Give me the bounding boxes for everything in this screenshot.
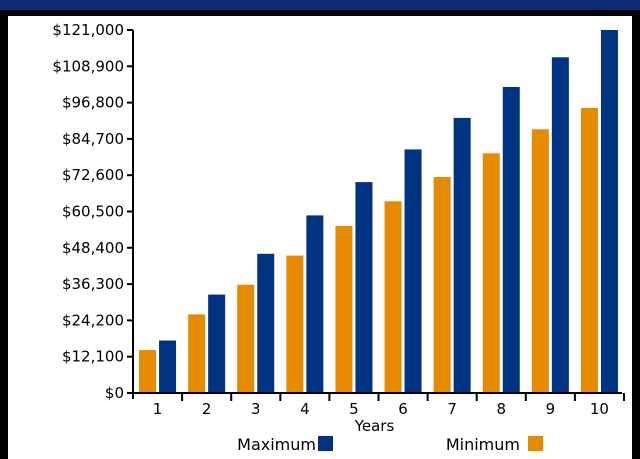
x-tick-label: 1 [153, 400, 163, 418]
y-tick-label: $121,000 [52, 21, 124, 39]
bar-chart: $0 $12,100 $24,200 $36,300 $48,400 $60,500 $72… [52, 21, 625, 454]
y-tick-label: $36,300 [62, 275, 124, 293]
legend-swatch-minimum [528, 436, 543, 451]
bar-minimum-year-4 [286, 255, 304, 393]
chart-title-bar [0, 0, 640, 10]
bar-minimum-year-10 [580, 108, 598, 393]
bar-minimum-year-7 [433, 177, 451, 393]
chart-panel: $0 $12,100 $24,200 $36,300 $48,400 $60,500 $72… [8, 16, 632, 459]
bar-minimum-year-6 [384, 201, 402, 393]
bar-minimum-year-5 [335, 225, 353, 393]
bar-minimum-year-8 [482, 153, 500, 393]
x-tick-label: 10 [590, 400, 609, 418]
x-tick-label: 4 [300, 400, 310, 418]
bar-maximum-year-3 [257, 253, 275, 393]
legend: Maximum Minimum [237, 435, 543, 454]
bar-minimum-year-9 [531, 129, 549, 394]
y-tick-label: $12,100 [62, 348, 124, 366]
bar-maximum-year-2 [208, 294, 226, 393]
x-tick-label: 6 [398, 400, 408, 418]
bar-maximum-year-6 [404, 149, 422, 393]
x-tick-label: 5 [349, 400, 359, 418]
x-axis-title: Years [354, 417, 395, 435]
legend-label-maximum: Maximum [237, 435, 316, 454]
y-tick-label: $108,900 [52, 57, 124, 75]
x-tick-label: 7 [447, 400, 457, 418]
y-tick-label: $84,700 [62, 130, 124, 148]
bar-maximum-year-4 [306, 215, 324, 393]
y-tick-label: $24,200 [62, 311, 124, 329]
bar-maximum-year-1 [159, 340, 177, 393]
bar-maximum-year-10 [600, 30, 618, 393]
y-tick-label: $0 [105, 384, 124, 402]
legend-label-minimum: Minimum [446, 435, 520, 454]
y-tick-label: $72,600 [62, 166, 124, 184]
bars-group [139, 30, 618, 394]
legend-swatch-maximum [318, 436, 333, 451]
y-tick-label: $48,400 [62, 239, 124, 257]
bar-maximum-year-8 [502, 87, 520, 393]
bar-maximum-year-7 [453, 117, 471, 394]
bar-maximum-year-9 [551, 57, 569, 394]
bar-minimum-year-2 [188, 314, 206, 393]
x-tick-label: 9 [546, 400, 556, 418]
y-tick-label: $60,500 [62, 203, 124, 221]
x-tick-label: 3 [251, 400, 261, 418]
y-tick-label: $96,800 [62, 94, 124, 112]
axes-group: $0 $12,100 $24,200 $36,300 $48,400 $60,500 $72… [52, 21, 625, 435]
bar-minimum-year-1 [139, 350, 157, 393]
x-tick-label: 2 [202, 400, 212, 418]
x-tick-label: 8 [496, 400, 506, 418]
bar-minimum-year-3 [237, 284, 255, 393]
bar-maximum-year-5 [355, 182, 373, 393]
